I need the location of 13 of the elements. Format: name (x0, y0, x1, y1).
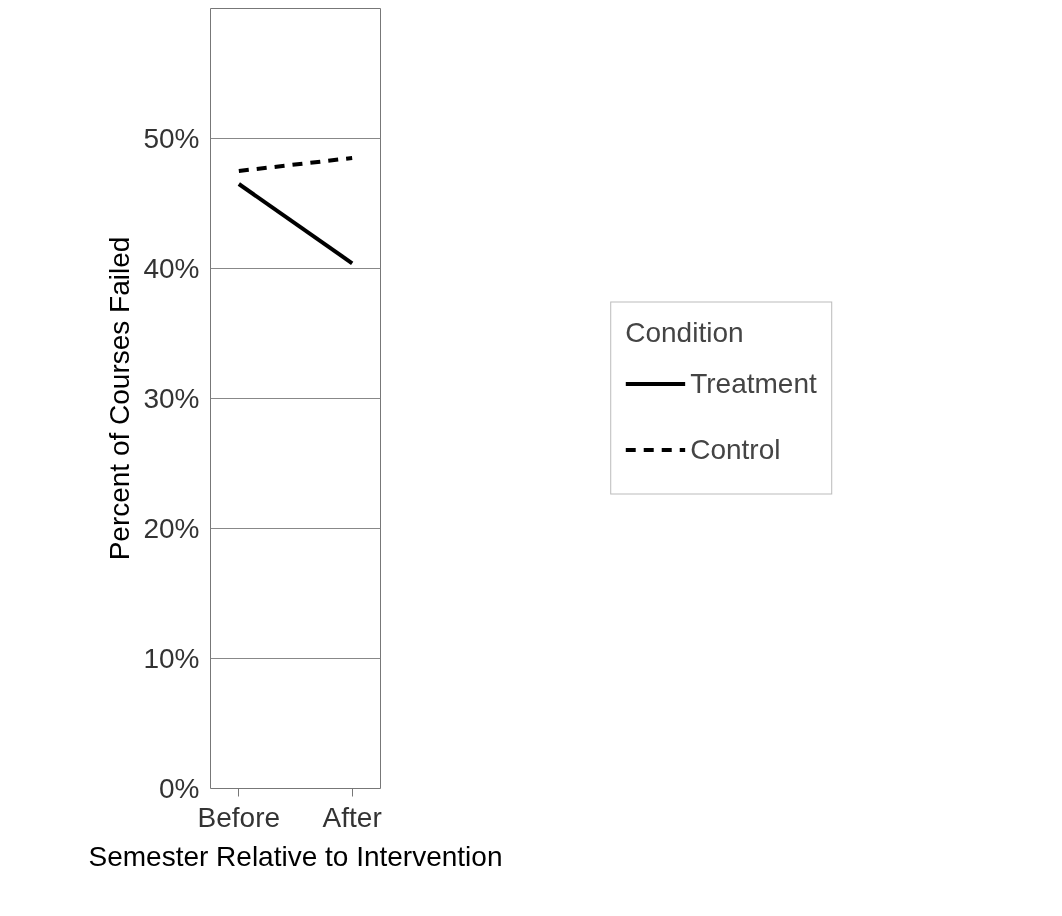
x-tick-label: Before (197, 801, 281, 833)
y-tick-label: 30% (143, 383, 200, 414)
x-axis-title: Semester Relative to Intervention (88, 840, 503, 872)
legend-label: Treatment (690, 367, 817, 400)
legend-label: Control (690, 433, 781, 466)
y-tick-label: 40% (143, 253, 200, 284)
y-axis-title: Percent of Courses Failed (104, 236, 136, 561)
x-tick-label: After (322, 801, 382, 833)
legend-title: Condition (625, 316, 745, 349)
y-tick-label: 20% (143, 513, 200, 544)
y-tick-label: 50% (143, 123, 200, 154)
y-tick-label: 10% (143, 643, 200, 674)
y-tick-label: 0% (159, 773, 200, 804)
